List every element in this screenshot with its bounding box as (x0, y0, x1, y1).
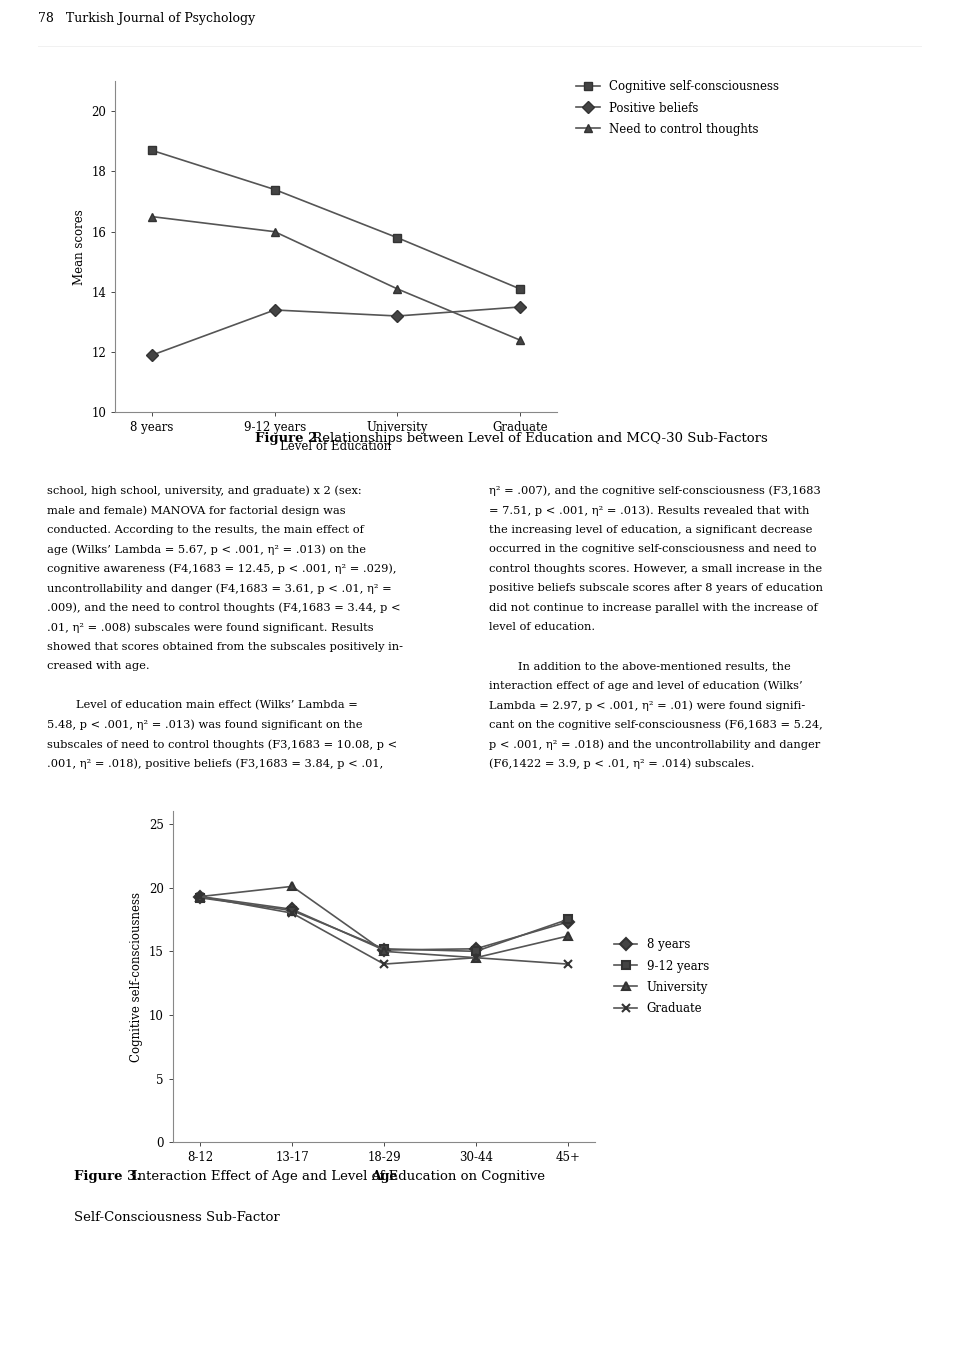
University (195, 888, 206, 904)
Text: η² = .007), and the cognitive self-consciousness (F3,1683: η² = .007), and the cognitive self-consc… (489, 485, 821, 496)
Graduate (195, 888, 206, 904)
University (378, 944, 390, 960)
Text: level of education.: level of education. (489, 622, 595, 633)
Graduate (470, 949, 482, 965)
8 years (195, 888, 206, 904)
Text: conducted. According to the results, the main effect of: conducted. According to the results, the… (47, 525, 364, 535)
9-12 years (286, 903, 298, 919)
Need to control thoughts (269, 223, 280, 239)
Text: cant on the cognitive self-consciousness (F6,1683 = 5.24,: cant on the cognitive self-consciousness… (489, 719, 823, 730)
9-12 years (195, 890, 206, 906)
Y-axis label: Cognitive self-consciousness: Cognitive self-consciousness (131, 892, 143, 1061)
Text: the increasing level of education, a significant decrease: the increasing level of education, a sig… (489, 525, 812, 535)
Need to control thoughts (515, 333, 526, 349)
Text: control thoughts scores. However, a small increase in the: control thoughts scores. However, a smal… (489, 564, 822, 573)
Line: 9-12 years: 9-12 years (196, 894, 572, 956)
Need to control thoughts (392, 281, 403, 297)
Need to control thoughts (146, 208, 157, 224)
Text: p < .001, η² = .018) and the uncontrollability and danger: p < .001, η² = .018) and the uncontrolla… (489, 740, 820, 749)
Text: Level of education main effect (Wilks’ Lambda =: Level of education main effect (Wilks’ L… (47, 700, 358, 710)
9-12 years (562, 911, 573, 927)
Legend: 8 years, 9-12 years, University, Graduate: 8 years, 9-12 years, University, Graduat… (613, 938, 709, 1015)
Line: University: University (196, 883, 572, 961)
Graduate (378, 956, 390, 972)
Positive beliefs (515, 299, 526, 315)
Text: showed that scores obtained from the subscales positively in-: showed that scores obtained from the sub… (47, 642, 403, 652)
Text: Figure 3.: Figure 3. (74, 1171, 141, 1183)
Cognitive self-consciousness (269, 181, 280, 197)
9-12 years (470, 944, 482, 960)
X-axis label: Age: Age (371, 1169, 397, 1183)
Line: Positive beliefs: Positive beliefs (148, 303, 524, 360)
9-12 years (378, 941, 390, 957)
Text: cognitive awareness (F4,1683 = 12.45, p < .001, η² = .029),: cognitive awareness (F4,1683 = 12.45, p … (47, 564, 396, 575)
Text: Relationships between Level of Education and MCQ-30 Sub-Factors: Relationships between Level of Education… (308, 431, 768, 445)
Text: age (Wilks’ Lambda = 5.67, p < .001, η² = .013) on the: age (Wilks’ Lambda = 5.67, p < .001, η² … (47, 545, 366, 554)
Text: subscales of need to control thoughts (F3,1683 = 10.08, p <: subscales of need to control thoughts (F… (47, 740, 397, 749)
Y-axis label: Mean scores: Mean scores (73, 208, 85, 285)
X-axis label: Level of Education: Level of Education (280, 439, 392, 453)
Text: school, high school, university, and graduate) x 2 (sex:: school, high school, university, and gra… (47, 485, 362, 496)
Text: occurred in the cognitive self-consciousness and need to: occurred in the cognitive self-conscious… (489, 545, 816, 554)
Text: (F6,1422 = 3.9, p < .01, η² = .014) subscales.: (F6,1422 = 3.9, p < .01, η² = .014) subs… (489, 758, 755, 769)
Text: .009), and the need to control thoughts (F4,1683 = 3.44, p <: .009), and the need to control thoughts … (47, 603, 401, 614)
Graduate (286, 904, 298, 921)
Text: uncontrollability and danger (F4,1683 = 3.61, p < .01, η² =: uncontrollability and danger (F4,1683 = … (47, 583, 392, 594)
Text: 78   Turkish Journal of Psychology: 78 Turkish Journal of Psychology (38, 12, 255, 24)
Text: positive beliefs subscale scores after 8 years of education: positive beliefs subscale scores after 8… (489, 583, 823, 594)
Line: Cognitive self-consciousness: Cognitive self-consciousness (148, 146, 524, 293)
Text: did not continue to increase parallel with the increase of: did not continue to increase parallel wi… (489, 603, 818, 612)
Cognitive self-consciousness (515, 281, 526, 297)
University (562, 927, 573, 944)
Text: .01, η² = .008) subscales were found significant. Results: .01, η² = .008) subscales were found sig… (47, 622, 373, 633)
Text: In addition to the above-mentioned results, the: In addition to the above-mentioned resul… (489, 661, 791, 671)
8 years (562, 914, 573, 930)
Text: Figure 2.: Figure 2. (254, 431, 322, 445)
University (286, 879, 298, 895)
Legend: Cognitive self-consciousness, Positive beliefs, Need to control thoughts: Cognitive self-consciousness, Positive b… (576, 80, 779, 137)
Line: Need to control thoughts: Need to control thoughts (148, 212, 524, 345)
Line: 8 years: 8 years (196, 892, 572, 955)
Text: Interaction Effect of Age and Level of Education on Cognitive: Interaction Effect of Age and Level of E… (129, 1171, 545, 1183)
Graduate (562, 956, 573, 972)
Text: Lambda = 2.97, p < .001, η² = .01) were found signifi-: Lambda = 2.97, p < .001, η² = .01) were … (489, 700, 805, 711)
University (470, 949, 482, 965)
Line: Graduate: Graduate (196, 892, 572, 968)
Text: Self-Consciousness Sub-Factor: Self-Consciousness Sub-Factor (74, 1211, 279, 1224)
Text: male and female) MANOVA for factorial design was: male and female) MANOVA for factorial de… (47, 506, 346, 516)
Text: 5.48, p < .001, η² = .013) was found significant on the: 5.48, p < .001, η² = .013) was found sig… (47, 719, 363, 730)
Positive beliefs (146, 347, 157, 364)
Text: = 7.51, p < .001, η² = .013). Results revealed that with: = 7.51, p < .001, η² = .013). Results re… (489, 506, 809, 516)
Cognitive self-consciousness (146, 142, 157, 158)
8 years (286, 902, 298, 918)
8 years (470, 941, 482, 957)
Positive beliefs (392, 308, 403, 324)
Positive beliefs (269, 301, 280, 318)
Cognitive self-consciousness (392, 230, 403, 246)
Text: interaction effect of age and level of education (Wilks’: interaction effect of age and level of e… (489, 680, 803, 691)
Text: .001, η² = .018), positive beliefs (F3,1683 = 3.84, p < .01,: .001, η² = .018), positive beliefs (F3,1… (47, 758, 383, 769)
8 years (378, 942, 390, 959)
Text: creased with age.: creased with age. (47, 661, 150, 671)
